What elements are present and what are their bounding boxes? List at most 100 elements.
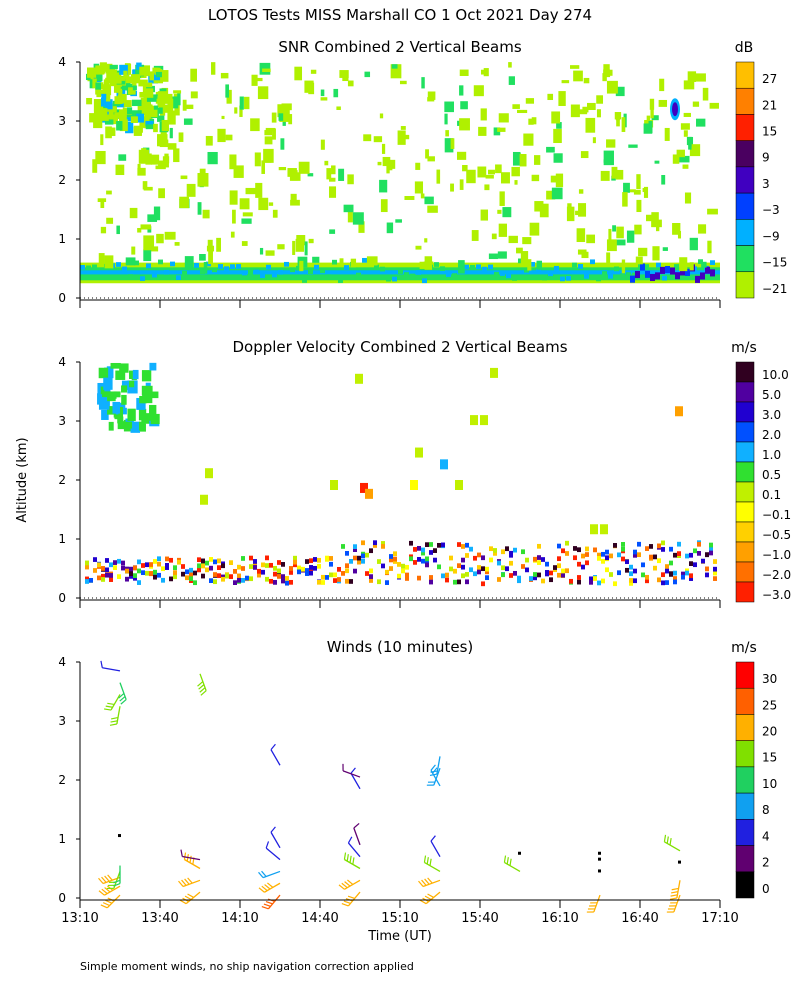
doppler-cell [253, 559, 257, 564]
doppler-cell [621, 556, 625, 562]
snr-cell [116, 262, 121, 267]
snr-cell [500, 172, 510, 184]
snr-cell [136, 62, 142, 70]
doppler-cell [449, 555, 453, 561]
snr-cell [186, 183, 196, 197]
doppler-cell [333, 572, 337, 578]
doppler-cell [181, 571, 185, 577]
snr-cell [707, 208, 718, 215]
snr-cell [272, 209, 278, 218]
snr-cell [137, 103, 147, 112]
snr-cell [199, 254, 206, 261]
doppler-cell [657, 577, 661, 583]
dop-colorbar-label: 1.0 [762, 448, 781, 462]
wind-barb-flag [103, 708, 112, 711]
snr-cell [675, 272, 680, 280]
snr-cell [174, 242, 180, 246]
snr-cell [180, 175, 188, 180]
snr-cell [581, 251, 589, 259]
doppler-cell [393, 556, 397, 562]
wind-barb-flag [105, 705, 113, 708]
doppler-cell [205, 560, 209, 566]
wind-barb-flag [350, 767, 356, 774]
snr-colorbar-label: −21 [762, 282, 787, 296]
doppler-cell [129, 571, 133, 576]
snr-cell [459, 69, 469, 76]
wind-barb-flag [430, 835, 436, 842]
snr-cell [167, 143, 177, 150]
doppler-cell [709, 550, 713, 556]
snr-cell [100, 134, 104, 146]
wind-y-tick-label: 1 [58, 832, 66, 846]
snr-cell [154, 67, 161, 75]
snr-cell [695, 73, 706, 82]
doppler-cell [169, 557, 173, 563]
doppler-cell [277, 574, 281, 579]
snr-cell [710, 260, 715, 265]
snr-cell [132, 85, 137, 91]
doppler-cell [521, 564, 525, 569]
snr-cell [368, 274, 373, 280]
snr-cell [245, 187, 256, 195]
snr-cell [182, 270, 187, 276]
snr-cell [466, 169, 476, 184]
doppler-cell [265, 563, 269, 568]
snr-cell [155, 71, 162, 78]
doppler-cell [705, 552, 709, 558]
doppler-cell [373, 543, 377, 548]
doppler-cell [485, 569, 489, 575]
wind-x-tick-label: 14:40 [301, 911, 338, 926]
snr-cell [495, 164, 502, 174]
snr-cell [129, 207, 138, 219]
wind-colorbar-label: 10 [762, 777, 777, 791]
snr-cell [656, 262, 661, 268]
snr-cell [142, 181, 148, 190]
dop-colorbar-label: 0.5 [762, 468, 781, 482]
doppler-cell [309, 570, 313, 576]
snr-cell [173, 148, 180, 163]
snr-cell [662, 275, 667, 281]
doppler-cell [201, 558, 205, 564]
doppler-cell [117, 574, 121, 579]
doppler-cell [127, 408, 136, 422]
snr-cell [462, 165, 468, 172]
snr-cell [160, 129, 167, 142]
doppler-cell [461, 544, 465, 549]
doppler-cell [457, 563, 461, 569]
doppler-cell [277, 568, 281, 574]
snr-cell [99, 102, 109, 113]
wind-barb-flag [430, 770, 438, 773]
wind-barb-flag [199, 687, 206, 693]
doppler-cell [121, 565, 125, 571]
snr-cell [390, 64, 402, 79]
wind-barb-flag [100, 904, 108, 909]
doppler-cell [425, 562, 429, 568]
snr-cell [603, 150, 614, 166]
doppler-cell [273, 571, 277, 577]
snr-cell [116, 121, 123, 131]
snr-colorbar-swatch [735, 219, 755, 246]
snr-cell [658, 99, 668, 107]
snr-cell [554, 265, 559, 271]
doppler-cell [401, 563, 405, 569]
snr-cell [114, 96, 123, 105]
snr-heatmap [80, 62, 720, 284]
snr-cell [205, 135, 213, 146]
doppler-cell [401, 568, 405, 574]
snr-cell [655, 272, 660, 280]
doppler-cell [465, 542, 469, 548]
snr-cell [388, 159, 396, 169]
doppler-cell [130, 421, 141, 433]
snr-cell [239, 198, 250, 210]
snr-cell [424, 196, 434, 205]
wind-barb-flag [98, 877, 104, 884]
snr-cell [602, 73, 607, 82]
wind-barb-flag [670, 894, 678, 897]
doppler-heatmap [85, 362, 717, 587]
snr-cell [130, 116, 138, 123]
doppler-cell [257, 568, 261, 574]
snr-cell [478, 126, 487, 136]
doppler-cell [265, 576, 269, 582]
doppler-cell [157, 556, 161, 562]
doppler-cell [441, 542, 445, 548]
